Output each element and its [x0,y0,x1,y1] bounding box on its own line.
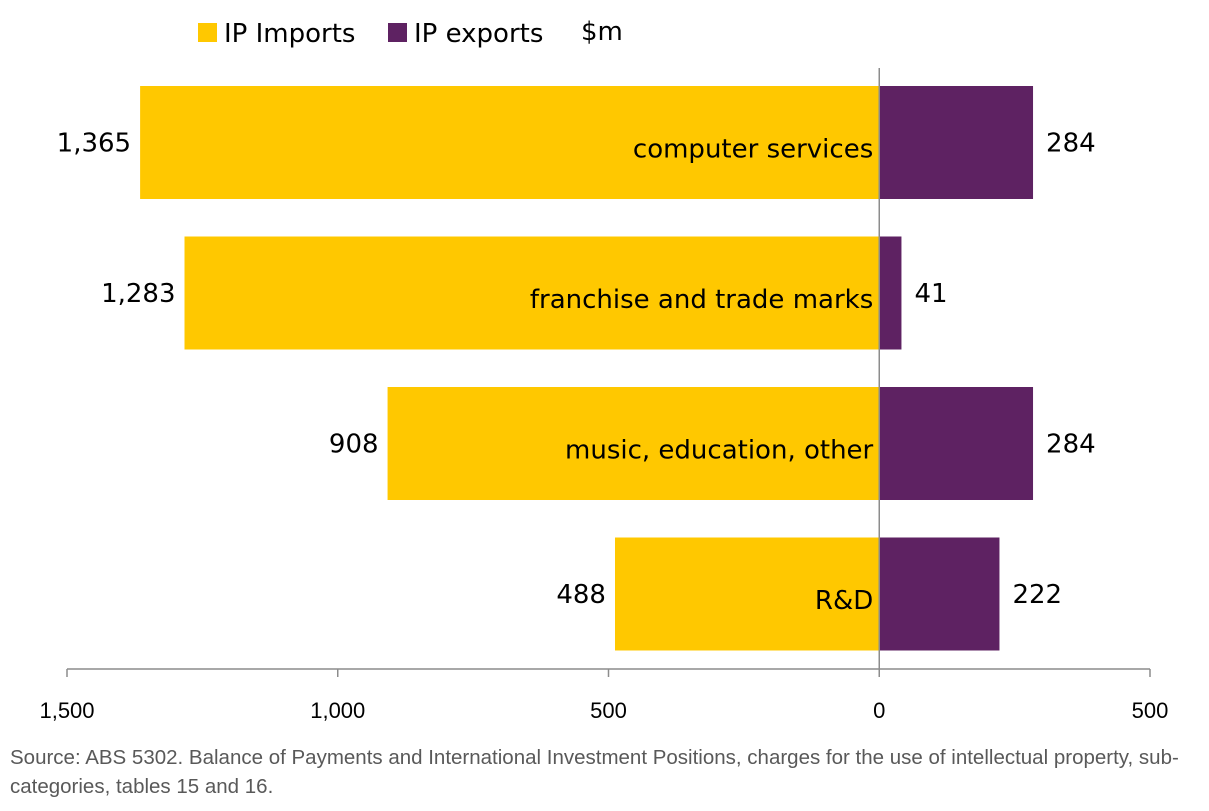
bar-imports-franchise-and-trade-marks [184,236,880,350]
x-axis: 1,500 1,000 500 0 500 [39,68,1168,723]
data-label-exports: 222 [1012,580,1062,610]
bar-exports-music-education-other [879,387,1034,500]
legend: IP Imports IP exports $m [198,17,623,49]
unit-label: $m [581,17,623,47]
data-label-imports: 908 [329,430,379,460]
data-label-exports: 284 [1046,430,1096,460]
x-tick-label: 1,000 [310,698,365,723]
x-tick-label: 0 [873,698,885,723]
legend-swatch-ip-exports [388,23,407,42]
bar-exports-franchise-and-trade-marks [879,236,902,350]
data-label-imports: 488 [556,580,606,610]
category-label: franchise and trade marks [530,285,873,315]
legend-label-ip-exports: IP exports [414,19,543,49]
legend-swatch-ip-imports [198,23,217,42]
category-label: music, education, other [565,436,874,466]
source-note: Source: ABS 5302. Balance of Payments an… [10,746,1179,798]
bar-imports-r-d [614,537,880,651]
bars-group [140,86,1034,651]
category-label: R&D [815,586,873,616]
legend-label-ip-imports: IP Imports [224,19,355,49]
bar-imports-computer-services [140,86,880,199]
data-label-imports: 1,365 [57,129,131,159]
labels-group: computer services 1,365 284 franchise and t… [57,129,1096,617]
category-label: computer services [633,135,873,165]
bar-imports-music-education-other [387,387,880,500]
data-label-imports: 1,283 [101,279,175,309]
chart: IP Imports IP exports $m computer servic… [39,17,1168,723]
x-tick-label: 500 [1132,698,1169,723]
bar-exports-r-d [879,537,1000,651]
data-label-exports: 41 [914,279,947,309]
data-label-exports: 284 [1046,129,1096,159]
x-tick-label: 1,500 [39,698,94,723]
bar-exports-computer-services [879,86,1034,199]
x-tick-label: 500 [590,698,627,723]
